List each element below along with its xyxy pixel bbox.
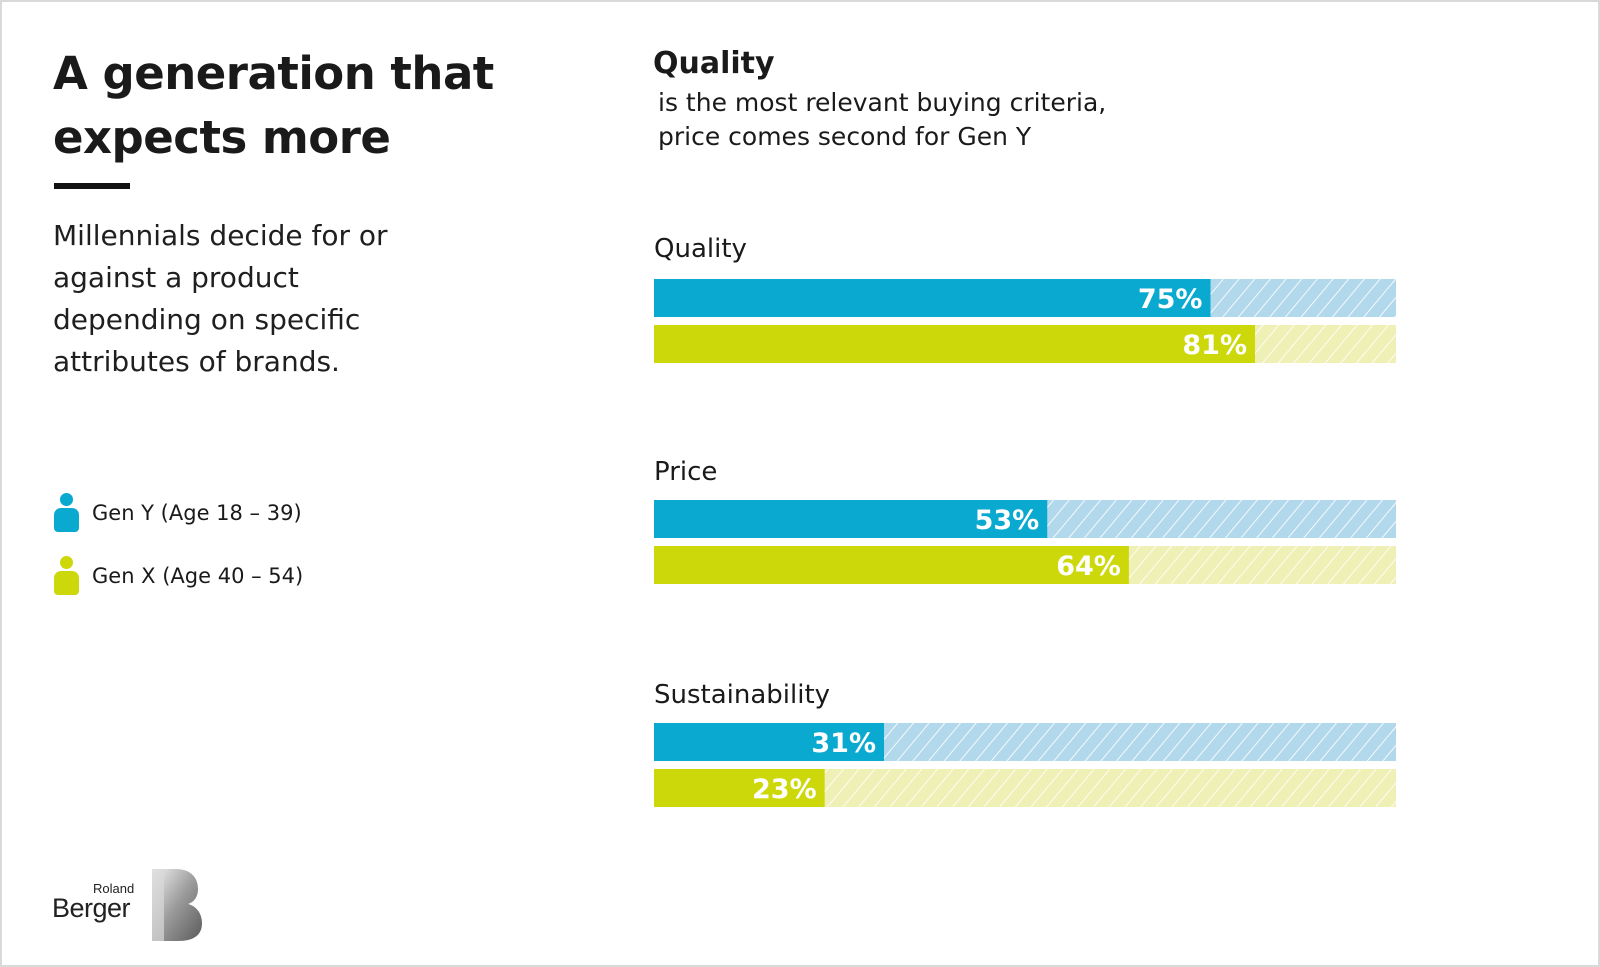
headline-sub-line-1: is the most relevant buying criteria, <box>658 88 1107 117</box>
data-label: 81% <box>1182 330 1247 361</box>
data-label: 75% <box>1138 284 1203 315</box>
headline-sub-line-2: price comes second for Gen Y <box>658 122 1032 151</box>
page-title: A generation that expects more <box>53 42 494 170</box>
legend-label-gen-y: Gen Y (Age 18 – 39) <box>92 501 302 525</box>
legend-item-gen-y: Gen Y (Age 18 – 39) <box>53 493 303 533</box>
category-label: Price <box>654 457 717 487</box>
data-label: 64% <box>1056 551 1121 582</box>
person-icon <box>53 493 79 533</box>
bar <box>654 546 1129 584</box>
bar <box>654 769 825 807</box>
data-label: 53% <box>975 505 1040 536</box>
bar <box>654 723 885 761</box>
chart-headline-sub: is the most relevant buying criteria, pr… <box>658 86 1178 154</box>
category-label: Sustainability <box>654 680 830 710</box>
legend-label-gen-x: Gen X (Age 40 – 54) <box>92 564 304 588</box>
category-label: Quality <box>654 234 747 264</box>
subtitle: Millennials decide for or against a prod… <box>53 219 388 378</box>
logo-b-mark-icon <box>152 869 202 941</box>
data-label: 31% <box>811 728 876 759</box>
title-underline <box>54 183 130 189</box>
legend-item-gen-x: Gen X (Age 40 – 54) <box>53 556 303 596</box>
legend: Gen Y (Age 18 – 39) Gen X (Age 40 – 54) <box>53 493 303 619</box>
bar <box>654 500 1048 538</box>
person-icon <box>53 556 79 596</box>
bar <box>654 279 1211 317</box>
roland-berger-logo: Roland Berger <box>52 865 202 941</box>
title-line-2: expects more <box>53 111 391 164</box>
logo-text-small: Roland <box>93 881 135 896</box>
title-line-1: A generation that <box>53 47 494 100</box>
bar <box>654 325 1256 363</box>
data-label: 23% <box>752 774 817 805</box>
chart-headline: Quality <box>653 46 775 81</box>
logo-text-big: Berger <box>52 893 131 923</box>
